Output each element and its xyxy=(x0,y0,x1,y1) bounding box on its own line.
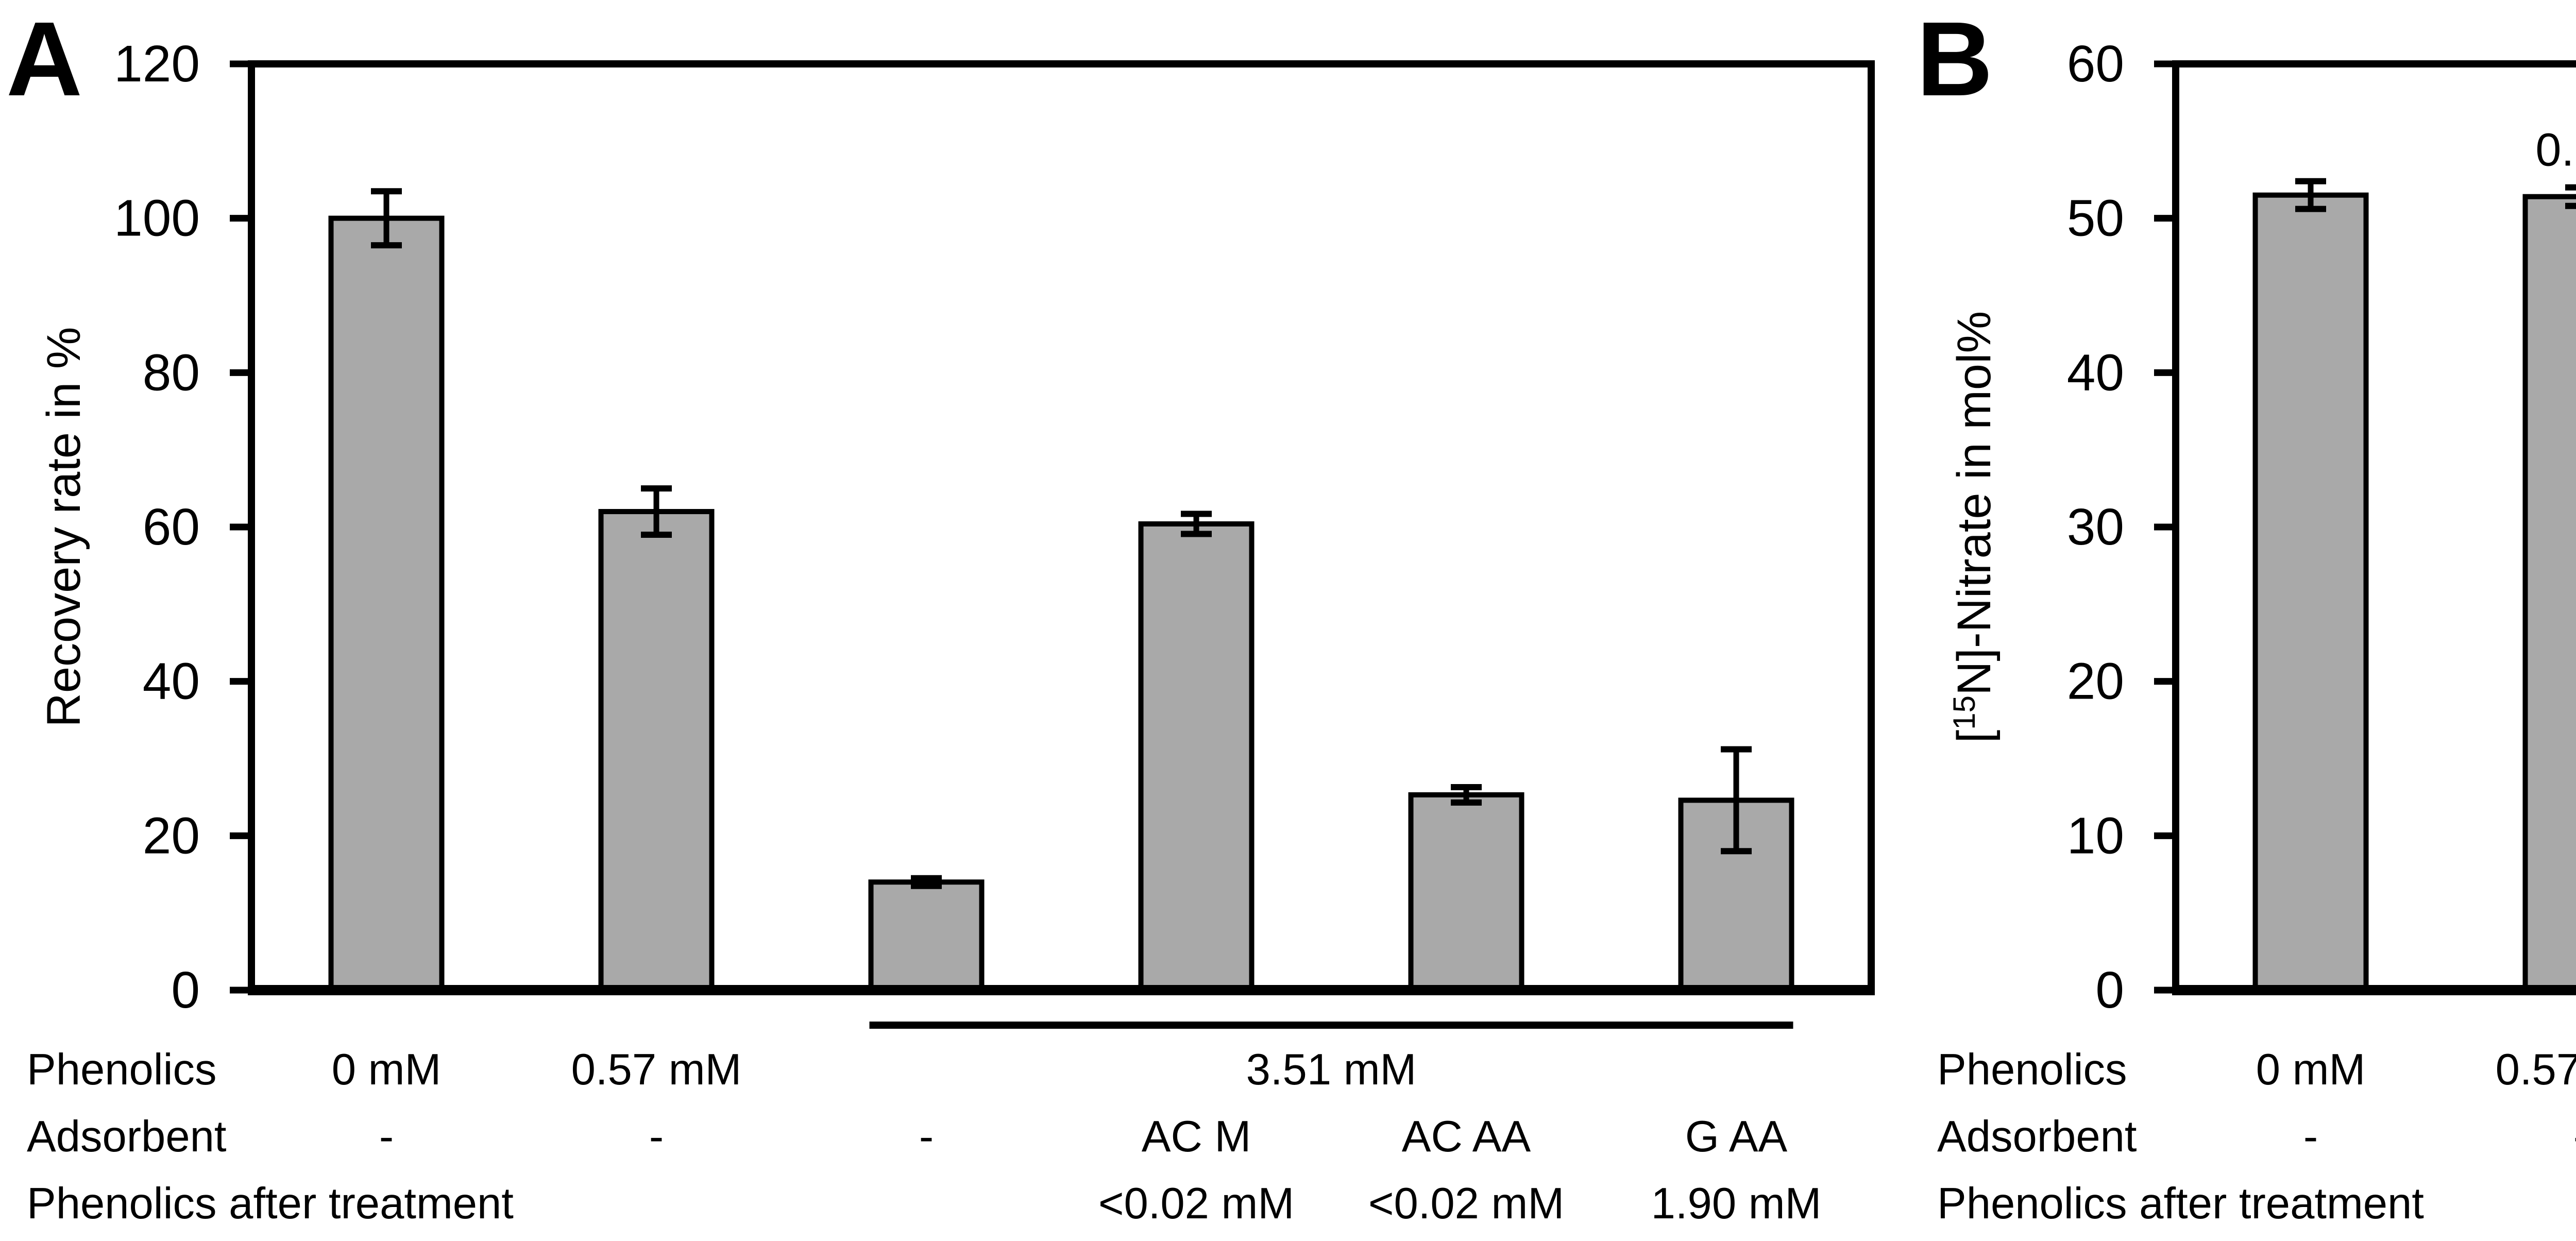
x-table-cell: G AA xyxy=(1685,1112,1788,1161)
bar xyxy=(2252,192,2369,993)
x-table-cell: - xyxy=(919,1112,934,1161)
bar xyxy=(2522,194,2576,993)
plot-frame xyxy=(2172,60,2576,994)
x-table-group-cell: 3.51 mM xyxy=(1246,1045,1417,1094)
x-table-cell: 0 mM xyxy=(2256,1045,2366,1094)
chart-panel-b: 0 10 20 30 40 50 60 [15N]-Nitrate in mol% 0.83 0.… xyxy=(1917,0,2576,1228)
y-tick-label: 0 xyxy=(171,961,200,1019)
bar-value-label: 0.83 xyxy=(2535,125,2576,176)
error-bar xyxy=(911,875,942,889)
panel-letter: B xyxy=(1917,0,1993,118)
x-table-cell: - xyxy=(2303,1112,2318,1161)
panel-b: 0 10 20 30 40 50 60 [15N]-Nitrate in mol% 0.83 0.… xyxy=(1910,0,2576,1241)
y-tick-label: 80 xyxy=(143,344,200,401)
bar xyxy=(1138,521,1255,993)
error-bar xyxy=(1721,746,1752,855)
bar xyxy=(868,879,985,993)
x-table-cell: <0.02 mM xyxy=(1098,1179,1294,1228)
y-tick-label: 10 xyxy=(2067,807,2124,864)
x-table-cell: - xyxy=(2573,1112,2576,1161)
bar xyxy=(598,509,715,993)
x-table-cell: 0.57 mM xyxy=(571,1045,742,1094)
panel-a: 0 20 40 60 80 100 120 Recovery rate in % A Phenol… xyxy=(6,0,1875,1228)
x-table-row-label: Phenolics after treatment xyxy=(1937,1179,2424,1228)
x-table-cell: - xyxy=(379,1112,394,1161)
error-bar xyxy=(641,485,672,538)
y-tick-label: 30 xyxy=(2067,498,2124,556)
x-table-cell: <0.02 mM xyxy=(1368,1179,1564,1228)
y-axis-label: [15N]-Nitrate in mol% xyxy=(1947,311,2001,743)
chart-panel-a: 0 20 40 60 80 100 120 Recovery rate in % A Phenol… xyxy=(6,0,1875,1228)
y-axis-label: Recovery rate in % xyxy=(38,327,90,727)
plot-frame xyxy=(248,60,1875,994)
x-table-cell: 0.57 mM xyxy=(2496,1045,2576,1094)
error-bar xyxy=(2295,178,2326,212)
y-tick-label: 0 xyxy=(2095,961,2124,1019)
x-table-cell: 0 mM xyxy=(332,1045,442,1094)
bar xyxy=(1408,792,1524,993)
error-bar xyxy=(2565,184,2576,209)
bar xyxy=(328,215,445,993)
panel-letter: A xyxy=(6,0,82,118)
y-tick-label: 50 xyxy=(2067,190,2124,247)
y-tick-label: 40 xyxy=(143,653,200,710)
x-table-row-label: Adsorbent xyxy=(1937,1112,2137,1161)
y-tick-label: 60 xyxy=(143,498,200,556)
x-table-row-label: Phenolics xyxy=(27,1045,217,1094)
x-table-row-label: Adsorbent xyxy=(27,1112,226,1161)
error-bar xyxy=(371,188,402,249)
error-bar xyxy=(1451,784,1482,806)
y-tick-label: 60 xyxy=(2067,35,2124,93)
y-tick-label: 120 xyxy=(114,35,200,93)
x-table-cell: AC AA xyxy=(1402,1112,1531,1161)
y-tick-label: 20 xyxy=(143,807,200,864)
y-tick-label: 100 xyxy=(114,190,200,247)
x-table-row-label: Phenolics xyxy=(1937,1045,2127,1094)
x-table-row-label: Phenolics after treatment xyxy=(27,1179,514,1228)
y-tick-label: 40 xyxy=(2067,344,2124,401)
x-table-cell: AC M xyxy=(1142,1112,1251,1161)
x-table-cell: 1.90 mM xyxy=(1651,1179,1822,1228)
error-bar xyxy=(1181,511,1212,537)
y-tick-label: 20 xyxy=(2067,653,2124,710)
x-table-cell: - xyxy=(649,1112,664,1161)
